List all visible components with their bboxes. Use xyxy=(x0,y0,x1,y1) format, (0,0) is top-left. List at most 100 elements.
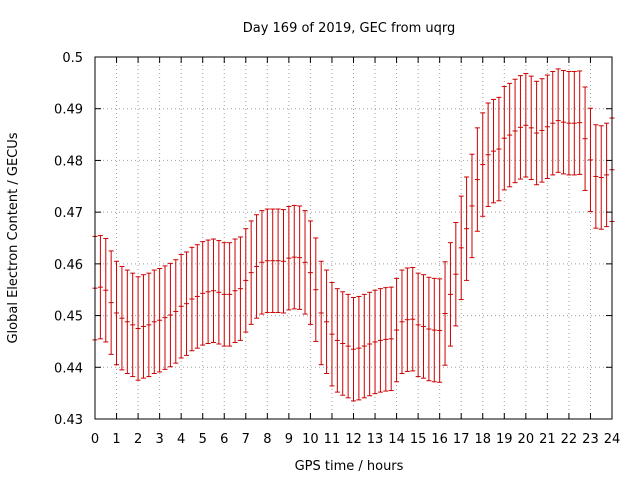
error-bar-point xyxy=(302,210,308,315)
error-bar-point xyxy=(275,208,281,313)
x-tick-label: 22 xyxy=(561,432,578,447)
error-bar-point xyxy=(103,238,109,343)
x-tick-label: 11 xyxy=(324,432,341,447)
y-tick-label: 0.49 xyxy=(54,103,83,118)
error-bar-point xyxy=(367,291,373,397)
error-bar-point xyxy=(340,291,346,396)
error-bar-point xyxy=(404,267,410,372)
x-tick-label: 8 xyxy=(263,432,271,447)
x-tick-label: 6 xyxy=(220,432,228,447)
error-bar-point xyxy=(157,268,163,373)
y-tick-label: 0.44 xyxy=(54,361,83,376)
error-bar-point xyxy=(167,262,173,368)
y-tick-label: 0.5 xyxy=(62,51,83,66)
error-bar-point xyxy=(221,242,227,347)
error-bar-point xyxy=(318,260,324,366)
error-bar-point xyxy=(345,293,351,399)
error-bar-point xyxy=(480,112,486,217)
error-bar-point xyxy=(351,296,356,402)
error-bar-point xyxy=(189,246,195,352)
tick-labels: 0 1 2 3 4 5 6 7 8 9 10 11 12 13 14 15 16 17 18 19 20 21 22 23 24… xyxy=(54,51,620,447)
error-bar-point xyxy=(415,272,421,378)
error-bar-point xyxy=(523,73,529,178)
error-bar-point xyxy=(216,240,222,345)
error-bar-point xyxy=(394,277,400,383)
error-bar-point xyxy=(130,272,136,378)
error-bar-point xyxy=(383,287,389,392)
error-bar-point xyxy=(291,204,297,310)
x-tick-label: 16 xyxy=(431,432,448,447)
error-bars xyxy=(92,68,615,402)
x-tick-label: 5 xyxy=(199,432,207,447)
error-bar-point xyxy=(140,274,146,379)
error-bar-point xyxy=(124,269,130,374)
x-axis-label: GPS time / hours xyxy=(295,459,404,474)
error-bar-point xyxy=(194,244,200,349)
error-bar-point xyxy=(227,242,233,347)
error-bar-point xyxy=(561,69,567,175)
x-tick-label: 2 xyxy=(134,432,142,447)
error-bar-point xyxy=(97,234,103,340)
error-bar-point xyxy=(534,80,540,186)
error-bar-point xyxy=(571,70,577,176)
error-bar-point xyxy=(259,210,265,315)
error-bar-point xyxy=(453,221,459,327)
error-bar-point xyxy=(205,239,211,344)
error-bar-point xyxy=(162,265,168,370)
error-bar-point xyxy=(496,96,502,202)
error-bar-point xyxy=(361,293,367,399)
error-bar-point xyxy=(329,281,335,387)
error-bar-point xyxy=(410,266,416,372)
error-bar-point xyxy=(544,74,550,180)
error-bar-point xyxy=(232,238,238,343)
error-bar-point xyxy=(431,277,437,383)
error-bar-point xyxy=(491,98,497,204)
error-bar-point xyxy=(485,102,491,207)
x-tick-label: 1 xyxy=(112,432,120,447)
error-bar-point xyxy=(421,274,427,379)
error-bar-point xyxy=(474,127,480,232)
error-bar-point xyxy=(178,254,184,359)
error-bar-point xyxy=(173,259,179,364)
error-bar-point xyxy=(297,205,303,310)
y-tick-label: 0.45 xyxy=(54,310,83,325)
error-bar-point xyxy=(550,70,556,176)
x-tick-label: 13 xyxy=(367,432,384,447)
x-tick-label: 3 xyxy=(155,432,163,447)
error-bar-point xyxy=(388,286,394,392)
x-tick-label: 4 xyxy=(177,432,185,447)
x-tick-label: 21 xyxy=(539,432,556,447)
error-bar-point xyxy=(517,75,523,180)
error-bar-point xyxy=(507,82,513,188)
error-bar-point xyxy=(313,237,319,342)
error-bar-point xyxy=(243,228,249,333)
error-bar-point xyxy=(464,176,470,281)
error-bar-point xyxy=(184,251,190,356)
error-bar-point xyxy=(442,261,448,366)
error-bar-point xyxy=(356,295,362,401)
error-bar-point xyxy=(399,269,405,374)
y-tick-label: 0.48 xyxy=(54,154,83,169)
x-tick-label: 12 xyxy=(345,432,362,447)
error-bar-point xyxy=(377,288,383,393)
error-bar-point xyxy=(598,125,604,230)
error-bar-point xyxy=(270,208,276,313)
error-bar-point xyxy=(286,205,292,311)
error-bar-point xyxy=(577,70,583,175)
x-tick-label: 14 xyxy=(388,432,405,447)
x-tick-label: 19 xyxy=(496,432,513,447)
error-bar-point xyxy=(528,75,534,181)
error-bar-point xyxy=(539,78,545,183)
error-bar-point xyxy=(119,265,125,371)
x-tick-label: 24 xyxy=(604,432,621,447)
error-bar-point xyxy=(372,289,378,395)
error-bar-point xyxy=(593,124,599,229)
error-bar-point xyxy=(426,276,432,382)
x-tick-label: 20 xyxy=(518,432,535,447)
error-bar-point xyxy=(151,269,157,374)
error-bar-point xyxy=(555,68,561,173)
error-bar-point xyxy=(210,238,216,343)
error-bar-point xyxy=(437,278,443,383)
error-bar-point xyxy=(334,288,340,393)
